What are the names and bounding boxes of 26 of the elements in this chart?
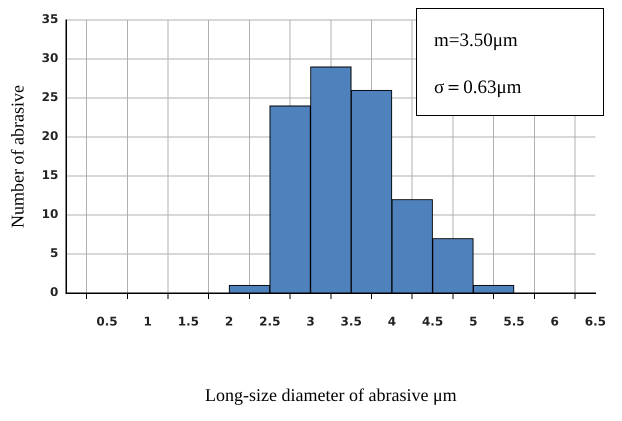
y-tick-label: 35	[42, 12, 58, 26]
x-tick-label: 6	[550, 314, 559, 328]
y-tick-label: 15	[42, 168, 58, 182]
x-tick-label: 4	[388, 314, 396, 328]
x-tick-label: 4.5	[422, 314, 444, 328]
x-tick-label: 6.5	[584, 314, 606, 328]
x-tick-label: 2.5	[259, 314, 280, 328]
y-tick-label: 20	[42, 129, 58, 144]
x-tick-label: 0.5	[96, 314, 118, 328]
x-tick-label: 3.5	[340, 314, 362, 328]
x-axis-title: Long-size diameter of abrasive μm	[205, 384, 457, 405]
y-tick-label: 5	[50, 246, 58, 260]
x-tick-label: 2	[224, 314, 234, 328]
annotation: m=3.50μm	[434, 30, 518, 52]
annotation: σ＝0.63μm	[434, 76, 522, 100]
y-axis-title: Number of abrasive	[8, 85, 28, 228]
x-tick-label: 1	[144, 314, 152, 328]
x-tick-label: 3	[306, 314, 315, 328]
y-tick-label: 10	[42, 207, 58, 222]
y-tick-label: 25	[42, 90, 58, 104]
y-tick-label: 0	[50, 285, 58, 300]
y-tick-label: 30	[42, 51, 58, 66]
x-tick-label: 5	[469, 314, 478, 328]
x-tick-label: 5.5	[503, 314, 525, 328]
text-box: m=3.50μm σ＝0.63μm	[416, 8, 604, 116]
x-tick-label: 1.5	[178, 314, 200, 328]
